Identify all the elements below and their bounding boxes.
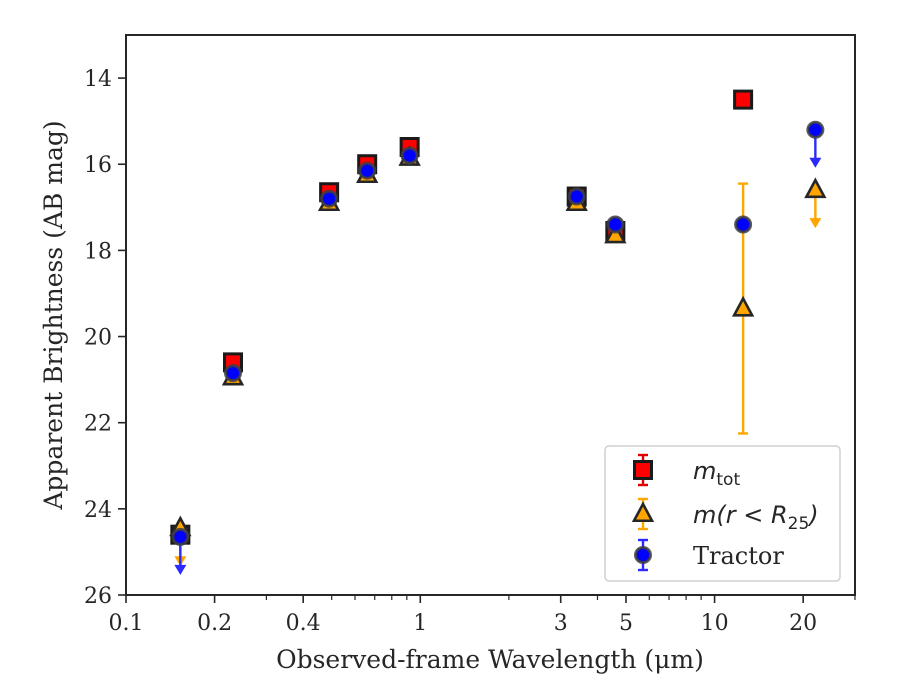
y-tick-label: 26 xyxy=(84,584,112,609)
plot-frame xyxy=(125,34,856,596)
legend-label-main: m xyxy=(693,457,716,485)
x-tick-label: 0.1 xyxy=(109,611,144,636)
tractor-point xyxy=(567,187,586,206)
legend-label-subscript: 25 xyxy=(788,514,810,534)
legend-label-mr25: m(r < R25) xyxy=(693,501,819,534)
tractor-point xyxy=(171,527,190,546)
mr25-point xyxy=(804,177,827,199)
legend-marker-mr25 xyxy=(631,501,655,523)
legend-label-main: m(r < R xyxy=(693,501,788,529)
legend-label-mtot: mtot xyxy=(693,457,740,490)
mr25-upper-limit-arrow-head xyxy=(809,218,822,229)
y-tick-label: 20 xyxy=(84,326,112,351)
y-tick-label: 22 xyxy=(84,412,112,437)
legend-label-tractor: Tractor xyxy=(693,542,784,570)
x-axis-ticks: 0.1 0.2 0.4 1 3 5 10 20 xyxy=(109,595,856,636)
mr25-point xyxy=(604,222,627,244)
legend-marker-mtot xyxy=(633,460,653,480)
tractor-point xyxy=(358,161,377,180)
tractor-point xyxy=(806,120,825,139)
tractor-point xyxy=(224,364,243,383)
x-tick-label: 0.2 xyxy=(197,611,232,636)
tractor-point xyxy=(400,146,419,165)
legend-marker-tractor xyxy=(634,546,652,564)
tractor-point xyxy=(320,189,339,208)
tractor-point xyxy=(734,215,753,234)
tractor-upper-limit-arrow-head xyxy=(809,157,822,168)
y-tick-label: 14 xyxy=(84,67,112,92)
legend-label-tail: ) xyxy=(807,501,818,529)
legend-box xyxy=(604,445,841,582)
legend-label-subscript: tot xyxy=(716,470,740,490)
data-marks xyxy=(169,89,827,575)
tractor-point xyxy=(606,215,625,234)
x-tick-label: 0.4 xyxy=(286,611,321,636)
y-tick-label: 18 xyxy=(84,239,112,264)
legend: mtot m(r < R25) Tractor xyxy=(604,445,841,582)
y-tick-label: 16 xyxy=(84,153,112,178)
legend-label-main: Tractor xyxy=(693,542,784,570)
x-tick-label: 5 xyxy=(619,611,633,636)
tractor-upper-limit-arrow-head xyxy=(174,564,187,575)
x-tick-label: 3 xyxy=(554,611,568,636)
x-axis-label: Observed-frame Wavelength (μm) xyxy=(276,645,704,674)
y-axis-label: Apparent Brightness (AB mag) xyxy=(39,120,68,510)
mtot-point xyxy=(733,89,754,110)
y-tick-label: 24 xyxy=(84,498,112,523)
mr25-point xyxy=(731,295,755,317)
x-tick-label: 1 xyxy=(413,611,427,636)
x-tick-label: 10 xyxy=(701,611,729,636)
y-axis-ticks: 14 16 18 20 22 24 26 xyxy=(84,67,126,609)
x-tick-label: 20 xyxy=(789,611,817,636)
